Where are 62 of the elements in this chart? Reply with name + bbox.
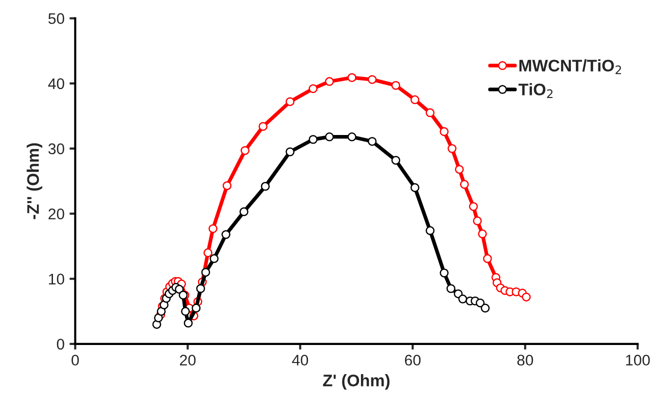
y-tick-label: 0	[56, 338, 64, 350]
point	[426, 108, 435, 118]
point	[460, 180, 469, 189]
point	[410, 95, 420, 104]
point	[391, 80, 400, 90]
point	[222, 181, 232, 190]
y-tick-label: 40	[48, 78, 64, 90]
x-tick-label: 40	[292, 354, 308, 366]
point	[154, 313, 163, 322]
x-tick-label: 20	[180, 354, 196, 366]
x-tick-label: 0	[72, 354, 79, 366]
point	[184, 318, 193, 328]
point	[192, 304, 201, 313]
point	[324, 132, 334, 142]
point	[204, 248, 212, 258]
y-tick-label: 30	[48, 143, 64, 154]
y-tick-label: 10	[48, 274, 64, 284]
point	[208, 224, 218, 234]
y-axis-title: -Z'' (Ohm)	[26, 143, 42, 220]
x-tick-label: 80	[517, 354, 534, 366]
point	[483, 254, 492, 264]
legend-label: TiO$_{2}$	[518, 83, 553, 98]
point	[222, 230, 230, 239]
point	[454, 164, 464, 174]
point	[476, 298, 485, 308]
point	[480, 304, 490, 313]
point	[347, 132, 356, 142]
point	[347, 73, 356, 82]
x-axis-title: Z' (Ohm)	[323, 374, 390, 390]
point	[181, 306, 190, 316]
point	[472, 216, 482, 226]
point	[368, 136, 377, 146]
point	[286, 97, 295, 106]
point	[468, 202, 478, 211]
point	[368, 75, 377, 84]
point	[201, 268, 210, 277]
point	[324, 77, 334, 86]
point	[458, 294, 468, 304]
point	[391, 156, 400, 165]
point	[196, 284, 206, 294]
point	[210, 254, 219, 264]
legend-label: MWCNT/TiO$_{2}$	[519, 59, 622, 74]
point	[286, 147, 295, 156]
point	[410, 183, 420, 192]
point	[448, 144, 456, 153]
point	[156, 306, 166, 316]
point	[258, 122, 268, 131]
point	[440, 268, 449, 278]
x-tick-label: 60	[404, 354, 421, 366]
point	[522, 292, 531, 302]
point	[260, 182, 270, 191]
point	[426, 226, 435, 236]
x-tick-label: 100	[626, 354, 650, 366]
point	[308, 134, 318, 144]
point	[308, 84, 318, 94]
point	[446, 284, 456, 294]
point	[240, 146, 250, 155]
point	[440, 127, 449, 136]
point	[478, 229, 487, 238]
y-tick-label: 20	[48, 208, 64, 220]
point	[239, 207, 248, 216]
y-tick-label: 50	[48, 13, 64, 24]
